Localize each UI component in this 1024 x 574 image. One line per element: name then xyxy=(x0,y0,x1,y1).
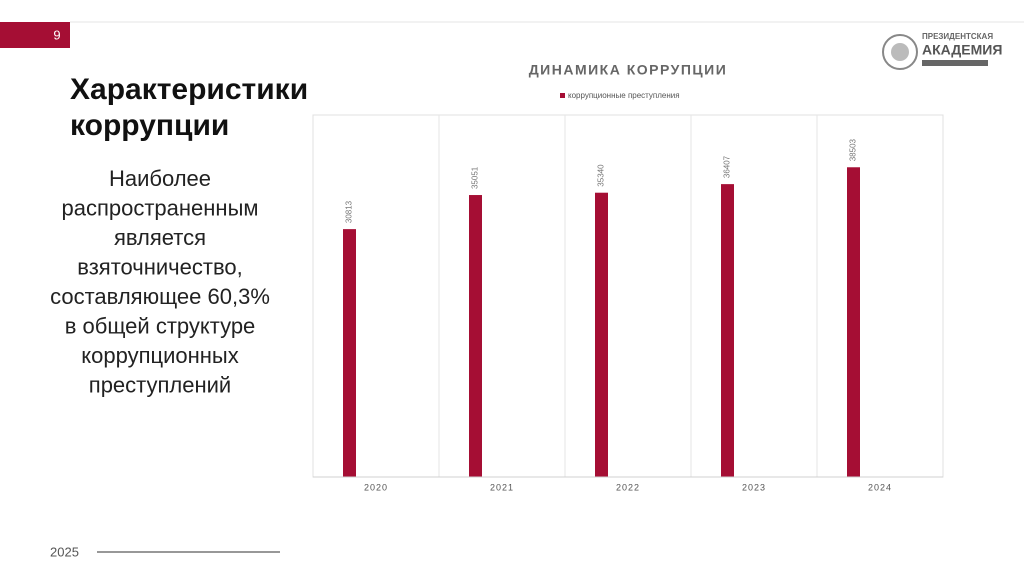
logo-emblem xyxy=(882,34,918,70)
bar xyxy=(343,229,356,477)
body-line: взяточничество, xyxy=(77,254,242,279)
data-label: 35051 xyxy=(471,166,480,189)
body-line: преступлений xyxy=(89,372,231,397)
body-line: Наиболее xyxy=(109,166,211,191)
data-label: 36407 xyxy=(723,155,732,178)
footer-year: 2025 xyxy=(50,544,79,559)
slide-title: коррупции xyxy=(70,109,229,142)
data-label: 35340 xyxy=(597,164,606,187)
x-tick-label: 2022 xyxy=(616,482,640,492)
body-line: является xyxy=(114,225,206,250)
data-label: 30813 xyxy=(345,200,354,223)
x-tick-label: 2020 xyxy=(364,482,388,492)
x-tick-label: 2021 xyxy=(490,482,514,492)
slide-number: 9 xyxy=(53,27,60,42)
slide-title: Характеристики xyxy=(70,73,308,106)
chart-title: ДИНАМИКА КОРРУПЦИИ xyxy=(529,62,728,78)
logo-emblem xyxy=(891,43,909,61)
logo-text: ПРЕЗИДЕНТСКАЯ xyxy=(922,32,993,41)
logo-bar xyxy=(922,60,988,66)
x-tick-label: 2024 xyxy=(868,482,892,492)
body-line: распространенным xyxy=(61,195,258,220)
bar xyxy=(469,195,482,477)
data-label: 38503 xyxy=(849,138,858,161)
bar xyxy=(595,192,608,477)
body-line: коррупционных xyxy=(81,343,238,368)
x-tick-label: 2023 xyxy=(742,482,766,492)
number-badge xyxy=(0,22,70,48)
legend-swatch xyxy=(560,93,565,98)
logo: ПРЕЗИДЕНТСКАЯ АКАДЕМИЯ xyxy=(882,32,1002,70)
body-line: в общей структуре xyxy=(65,313,256,338)
body-line: составляющее 60,3% xyxy=(50,284,270,309)
legend-label: коррупционные преступления xyxy=(568,91,680,100)
bar xyxy=(721,184,734,477)
body-text: Наиболее распространенным является взяточни… xyxy=(50,166,270,398)
bar xyxy=(847,167,860,477)
logo-text: АКАДЕМИЯ xyxy=(922,42,1002,58)
